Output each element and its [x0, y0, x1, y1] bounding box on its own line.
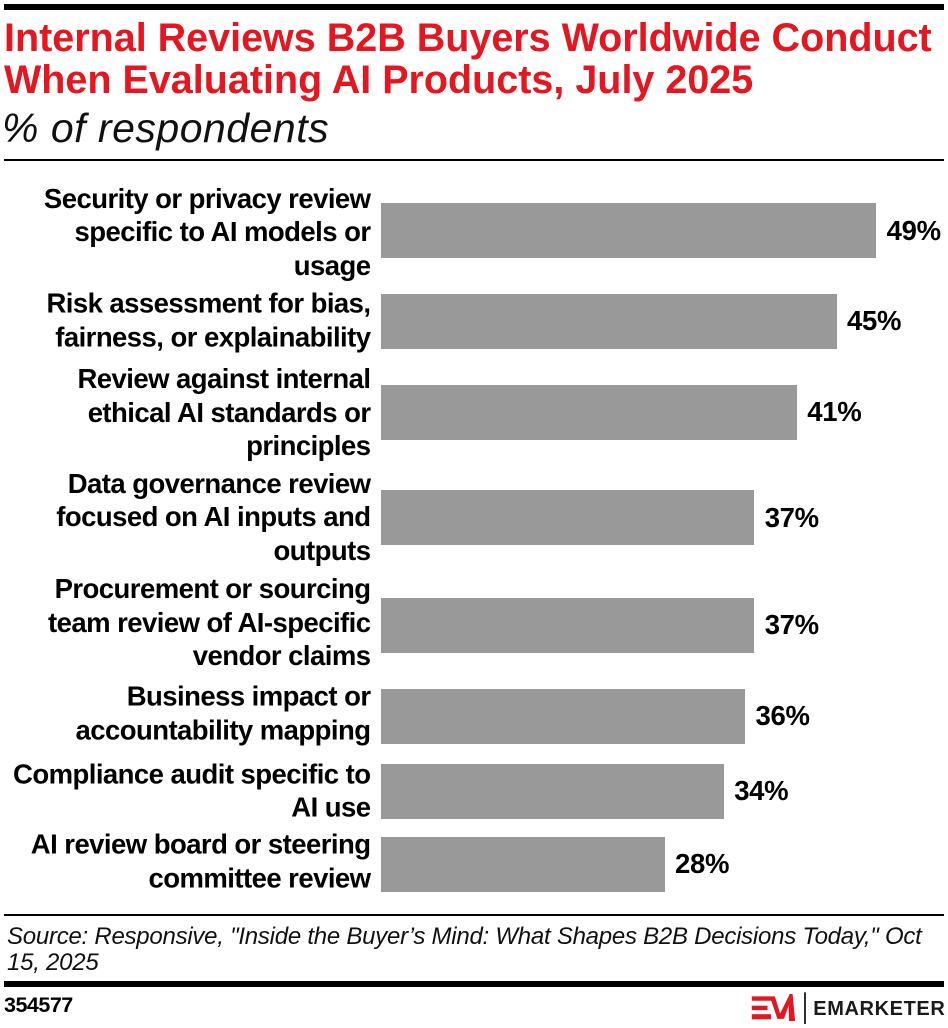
svg-text:EMARKETER: EMARKETER [813, 998, 945, 1020]
